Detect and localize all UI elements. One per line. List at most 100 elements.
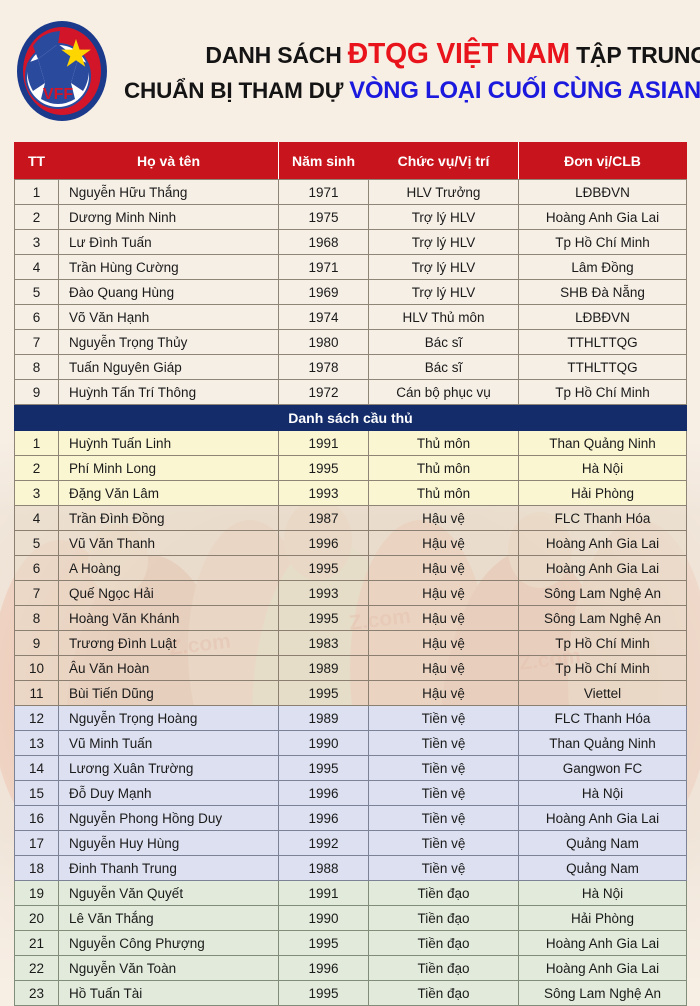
cell-full-name: Hồ Tuấn Tài	[58, 980, 279, 1006]
cell-full-name: Dương Minh Ninh	[58, 204, 279, 230]
cell-club: FLC Thanh Hóa	[518, 705, 687, 731]
table-row: 7 Nguyễn Trọng Thủy 1980 Bác sĩ TTHLTTQG	[14, 329, 687, 355]
cell-club: Tp Hồ Chí Minh	[518, 655, 687, 681]
cell-birth-year: 1995	[278, 455, 369, 481]
cell-role: Tiền vệ	[368, 730, 519, 756]
cell-role: Trợ lý HLV	[368, 279, 519, 305]
cell-full-name: Nguyễn Huy Hùng	[58, 830, 279, 856]
table-row: 6 Võ Văn Hạnh 1974 HLV Thủ môn LĐBĐVN	[14, 304, 687, 330]
cell-role: Bác sĩ	[368, 354, 519, 380]
table-row: 9 Huỳnh Tấn Trí Thông 1972 Cán bộ phục vụ Tp…	[14, 379, 687, 405]
cell-full-name: Trương Đình Luật	[58, 630, 279, 656]
table-row: 15 Đỗ Duy Mạnh 1996 Tiền vệ Hà Nội	[14, 780, 687, 806]
cell-full-name: Trần Đình Đồng	[58, 505, 279, 531]
cell-order-number: 13	[14, 730, 59, 756]
cell-full-name: Huỳnh Tuấn Linh	[58, 430, 279, 456]
section-divider-label: Danh sách cầu thủ	[14, 404, 687, 431]
table-row: 11 Bùi Tiến Dũng 1995 Hậu vệ Viettel	[14, 680, 687, 706]
cell-club: Sông Lam Nghệ An	[518, 580, 687, 606]
cell-birth-year: 1995	[278, 930, 369, 956]
cell-birth-year: 1991	[278, 430, 369, 456]
cell-role: Hậu vệ	[368, 530, 519, 556]
cell-club: Gangwon FC	[518, 755, 687, 781]
cell-order-number: 5	[14, 530, 59, 556]
cell-birth-year: 1969	[278, 279, 369, 305]
title-part-danh-sach: DANH SÁCH	[205, 42, 348, 68]
cell-birth-year: 1996	[278, 955, 369, 981]
cell-full-name: Nguyễn Trọng Hoàng	[58, 705, 279, 731]
cell-role: Tiền vệ	[368, 805, 519, 831]
table-row: 22 Nguyễn Văn Toàn 1996 Tiền đạo Hoàng Anh G…	[14, 955, 687, 981]
cell-full-name: Đỗ Duy Mạnh	[58, 780, 279, 806]
cell-full-name: Nguyễn Phong Hồng Duy	[58, 805, 279, 831]
roster-table: TT Họ và tên Năm sinh Chức vụ/Vị trí Đơn…	[14, 142, 687, 1006]
cell-birth-year: 1968	[278, 229, 369, 255]
cell-full-name: Vũ Văn Thanh	[58, 530, 279, 556]
cell-role: Thủ môn	[368, 480, 519, 506]
cell-birth-year: 1993	[278, 580, 369, 606]
cell-role: Hậu vệ	[368, 630, 519, 656]
vff-logo-icon: VFF	[17, 21, 107, 121]
cell-order-number: 21	[14, 930, 59, 956]
cell-role: Trợ lý HLV	[368, 254, 519, 280]
cell-order-number: 16	[14, 805, 59, 831]
cell-order-number: 6	[14, 555, 59, 581]
cell-club: TTHLTTQG	[518, 329, 687, 355]
cell-order-number: 5	[14, 279, 59, 305]
cell-full-name: Bùi Tiến Dũng	[58, 680, 279, 706]
cell-full-name: Âu Văn Hoàn	[58, 655, 279, 681]
table-body: 1 Nguyễn Hữu Thắng 1971 HLV Trưởng LĐBĐVN 2 Dư…	[14, 179, 687, 1006]
table-row: 18 Đinh Thanh Trung 1988 Tiền vệ Quảng Nam	[14, 855, 687, 881]
cell-club: Lâm Đồng	[518, 254, 687, 280]
cell-order-number: 9	[14, 630, 59, 656]
cell-club: Hà Nội	[518, 880, 687, 906]
cell-birth-year: 1996	[278, 780, 369, 806]
roster-table-container: TT Họ và tên Năm sinh Chức vụ/Vị trí Đơn…	[14, 142, 687, 1006]
cell-birth-year: 1990	[278, 905, 369, 931]
cell-role: HLV Thủ môn	[368, 304, 519, 330]
cell-full-name: Tuấn Nguyên Giáp	[58, 354, 279, 380]
cell-club: Hoàng Anh Gia Lai	[518, 204, 687, 230]
cell-full-name: Đinh Thanh Trung	[58, 855, 279, 881]
header-row: TT Họ và tên Năm sinh Chức vụ/Vị trí Đơn…	[14, 142, 687, 180]
cell-order-number: 1	[14, 430, 59, 456]
cell-order-number: 3	[14, 229, 59, 255]
cell-order-number: 15	[14, 780, 59, 806]
title-part-vong-loai-asian-cup: VÒNG LOẠI CUỐI CÙNG ASIAN CUP 2019	[349, 77, 700, 104]
cell-club: SHB Đà Nẵng	[518, 279, 687, 305]
cell-club: Sông Lam Nghệ An	[518, 605, 687, 631]
section-divider-players: Danh sách cầu thủ	[14, 404, 687, 431]
table-row: 3 Đặng Văn Lâm 1993 Thủ môn Hải Phòng	[14, 480, 687, 506]
cell-order-number: 3	[14, 480, 59, 506]
cell-full-name: Phí Minh Long	[58, 455, 279, 481]
cell-order-number: 17	[14, 830, 59, 856]
cell-role: Tiền đạo	[368, 955, 519, 981]
table-row: 9 Trương Đình Luật 1983 Hậu vệ Tp Hồ Chí Min…	[14, 630, 687, 656]
table-row: 8 Hoàng Văn Khánh 1995 Hậu vệ Sông Lam Nghệ …	[14, 605, 687, 631]
table-row: 5 Đào Quang Hùng 1969 Trợ lý HLV SHB Đà Nẵng	[14, 279, 687, 305]
cell-role: Tiền vệ	[368, 755, 519, 781]
cell-birth-year: 1988	[278, 855, 369, 881]
table-row: 10 Âu Văn Hoàn 1989 Hậu vệ Tp Hồ Chí Minh	[14, 655, 687, 681]
cell-order-number: 2	[14, 204, 59, 230]
table-row: 12 Nguyễn Trọng Hoàng 1989 Tiền vệ FLC Thanh…	[14, 705, 687, 731]
cell-birth-year: 1995	[278, 680, 369, 706]
cell-birth-year: 1995	[278, 555, 369, 581]
cell-order-number: 19	[14, 880, 59, 906]
cell-role: Tiền vệ	[368, 705, 519, 731]
cell-full-name: Vũ Minh Tuấn	[58, 730, 279, 756]
column-header-birth-year: Năm sinh	[278, 142, 369, 180]
title-block: DANH SÁCH ĐTQG VIỆT NAM TẬP TRUNG CHUẨN …	[124, 37, 700, 105]
poster-header: VFF DANH SÁCH ĐTQG VIỆT NAM TẬP TRUNG CH…	[0, 0, 700, 142]
title-part-tap-trung: TẬP TRUNG	[569, 42, 700, 68]
cell-full-name: Huỳnh Tấn Trí Thông	[58, 379, 279, 405]
vff-logo-text: VFF	[43, 86, 73, 103]
poster-title-line-1: DANH SÁCH ĐTQG VIỆT NAM TẬP TRUNG	[124, 37, 700, 70]
cell-order-number: 14	[14, 755, 59, 781]
cell-birth-year: 1993	[278, 480, 369, 506]
title-part-chuan-bi-tham-du: CHUẨN BỊ THAM DỰ	[124, 78, 350, 103]
cell-order-number: 8	[14, 354, 59, 380]
cell-order-number: 2	[14, 455, 59, 481]
cell-order-number: 4	[14, 254, 59, 280]
